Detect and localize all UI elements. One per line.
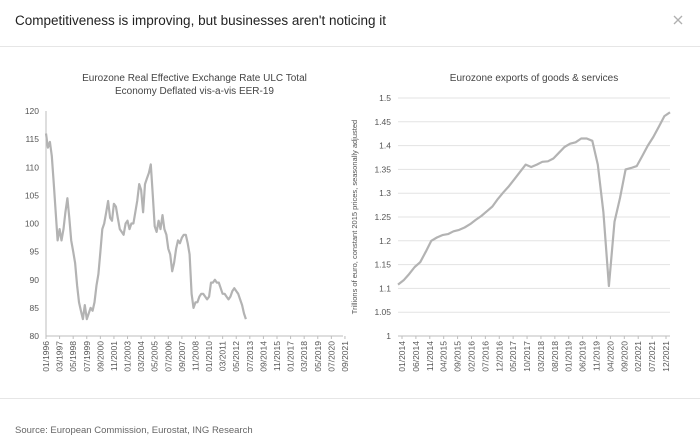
x-tick-label: 02/2021	[633, 341, 643, 372]
y-tick-label: 1.4	[379, 141, 391, 151]
chart-title-line: Eurozone Real Effective Exchange Rate UL…	[82, 73, 307, 84]
x-tick-label: 02/2016	[466, 341, 476, 372]
x-tick-label: 07/1999	[82, 341, 92, 372]
x-tick-label: 05/1998	[68, 341, 78, 372]
x-tick-label: 09/2000	[95, 341, 105, 372]
y-tick-label: 1.45	[374, 117, 391, 127]
x-tick-label: 11/2001	[109, 341, 119, 371]
x-tick-label: 09/2015	[453, 341, 463, 372]
y-tick-label: 1.35	[374, 164, 391, 174]
x-tick-label: 05/2019	[313, 341, 323, 372]
x-tick-label: 12/2021	[661, 341, 671, 372]
x-tick-label: 09/2014	[258, 341, 268, 372]
source-note: Source: European Commission, Eurostat, I…	[15, 425, 253, 436]
y-tick-label: 100	[25, 219, 39, 229]
x-tick-label: 05/2005	[150, 341, 160, 372]
x-tick-label: 01/2017	[286, 341, 296, 372]
x-tick-label: 01/2010	[204, 341, 214, 372]
chart-title-line: Eurozone exports of goods & services	[450, 73, 618, 84]
x-tick-label: 07/2006	[163, 341, 173, 372]
x-tick-label: 01/2003	[123, 341, 133, 372]
x-tick-label: 01/2014	[397, 341, 407, 372]
y-tick-label: 1.25	[374, 212, 391, 222]
y-tick-label: 1.2	[379, 236, 391, 246]
x-tick-label: 04/2015	[439, 341, 449, 372]
x-tick-label: 11/2014	[425, 341, 435, 371]
y-tick-label: 1.5	[379, 93, 391, 103]
y-tick-label: 120	[25, 106, 39, 116]
y-tick-label: 115	[25, 134, 39, 144]
reer-chart: Eurozone Real Effective Exchange Rate UL…	[25, 73, 350, 372]
exports-chart: Eurozone exports of goods & services 1 1.0…	[350, 73, 671, 372]
reer-series-line	[44, 133, 247, 321]
x-tick-label: 05/2017	[508, 341, 518, 372]
y-tick-label: 1	[386, 331, 391, 341]
x-tick-label: 04/2020	[605, 341, 615, 372]
footer-divider	[0, 398, 700, 399]
y-tick-label: 1.1	[379, 283, 391, 293]
chart-title-line: Economy Deflated vis-a-vis EER-19	[115, 86, 274, 97]
x-tick-label: 06/2019	[578, 341, 588, 372]
x-tick-label: 07/2020	[326, 341, 336, 372]
x-tick-label: 03/2018	[299, 341, 309, 372]
x-tick-label: 09/2021	[340, 341, 350, 372]
y-tick-label: 1.3	[379, 188, 391, 198]
panel-header: Competitiveness is improving, but busine…	[0, 0, 700, 47]
x-tick-label: 09/2007	[177, 341, 187, 372]
x-tick-label: 01/1996	[41, 341, 51, 372]
x-tick-label: 09/2020	[619, 341, 629, 372]
y-tick-label: 110	[25, 162, 39, 172]
y-tick-label: 85	[30, 303, 40, 313]
x-tick-label: 01/2019	[564, 341, 574, 372]
x-tick-label: 11/2019	[592, 341, 602, 371]
x-tick-label: 03/2018	[536, 341, 546, 372]
x-tick-label: 11/2008	[190, 341, 200, 371]
exports-series-line	[397, 111, 671, 288]
y-tick-label: 95	[30, 247, 40, 257]
panel-title: Competitiveness is improving, but busine…	[15, 13, 387, 28]
x-tick-label: 10/2017	[522, 341, 532, 372]
y-tick-label: 1.05	[374, 307, 391, 317]
x-tick-label: 03/2004	[136, 341, 146, 372]
x-tick-label: 07/2021	[647, 341, 657, 372]
x-tick-label: 03/2011	[218, 341, 228, 371]
y-tick-label: 1.15	[374, 260, 391, 270]
close-icon[interactable]	[670, 12, 686, 28]
x-tick-label: 06/2014	[411, 341, 421, 372]
x-tick-label: 12/2016	[494, 341, 504, 372]
x-tick-label: 03/1997	[55, 341, 65, 372]
x-tick-label: 07/2013	[245, 341, 255, 372]
y-tick-label: 90	[30, 275, 40, 285]
y-tick-label: 105	[25, 190, 39, 200]
y-axis-label: Trillions of euro, constant 2015 prices,…	[350, 120, 359, 314]
y-tick-label: 80	[30, 331, 40, 341]
charts-area: Eurozone Real Effective Exchange Rate UL…	[25, 73, 671, 372]
x-tick-label: 05/2012	[231, 341, 241, 372]
x-tick-label: 07/2016	[480, 341, 490, 372]
x-tick-label: 11/2015	[272, 341, 282, 371]
x-tick-label: 08/2018	[550, 341, 560, 372]
